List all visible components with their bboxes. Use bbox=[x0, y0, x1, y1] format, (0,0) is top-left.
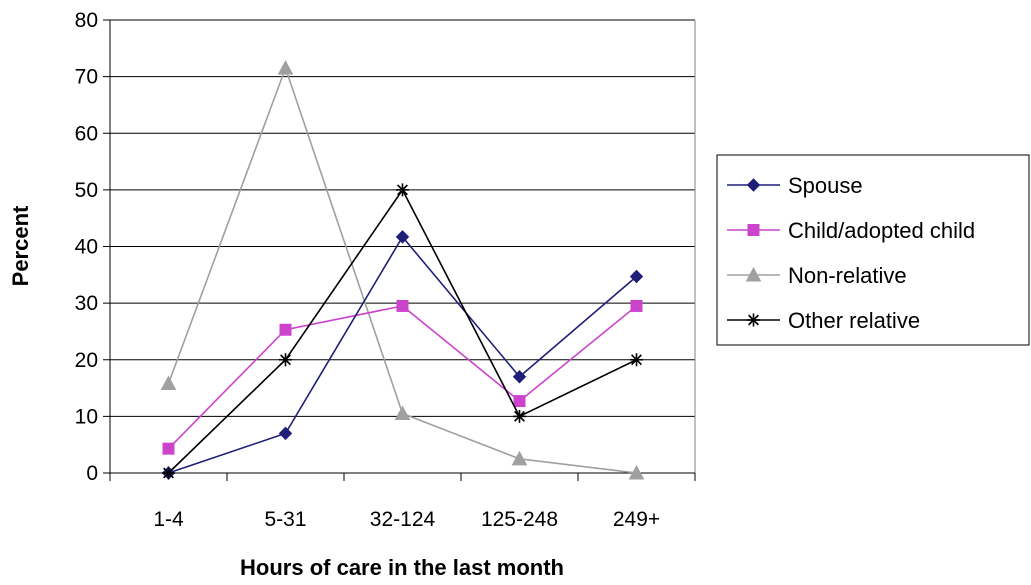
data-point bbox=[396, 183, 409, 197]
data-point bbox=[628, 464, 645, 480]
data-point bbox=[396, 299, 409, 312]
legend-item: Other relative bbox=[727, 308, 920, 333]
legend-box bbox=[716, 154, 1030, 346]
data-point bbox=[513, 395, 526, 408]
data-point bbox=[277, 60, 294, 75]
series-child-adopted-child bbox=[162, 299, 643, 455]
data-point bbox=[279, 323, 292, 336]
data-point bbox=[630, 353, 643, 367]
gridlines bbox=[110, 19, 695, 417]
series-other-relative bbox=[162, 183, 643, 480]
data-point bbox=[395, 230, 410, 244]
axes bbox=[103, 19, 696, 481]
y-tick-label: 30 bbox=[75, 292, 98, 315]
legend-marker bbox=[747, 313, 760, 327]
y-axis-title: Percent bbox=[8, 205, 33, 286]
y-tick-label: 0 bbox=[86, 462, 98, 485]
series-non-relative bbox=[160, 60, 645, 480]
x-tick-label: 249+ bbox=[613, 508, 660, 531]
data-point bbox=[513, 409, 526, 423]
data-point bbox=[162, 442, 175, 455]
legend-marker bbox=[745, 266, 762, 282]
x-axis-title: Hours of care in the last month bbox=[240, 555, 564, 580]
legend-label: Spouse bbox=[788, 173, 863, 198]
y-tick-label: 40 bbox=[75, 236, 98, 259]
y-tick-label: 80 bbox=[75, 9, 98, 32]
series-line bbox=[167, 305, 638, 450]
y-tick-label: 50 bbox=[75, 179, 98, 202]
y-tick-label: 70 bbox=[75, 66, 98, 89]
data-point bbox=[278, 426, 293, 441]
data-point bbox=[511, 450, 528, 466]
series-lines bbox=[160, 60, 645, 480]
legend-item: Child/adopted child bbox=[727, 218, 975, 243]
legend-label: Child/adopted child bbox=[788, 218, 975, 243]
data-point bbox=[629, 269, 644, 284]
series-spouse bbox=[161, 230, 644, 480]
data-point bbox=[160, 375, 177, 391]
x-tick-label: 32-124 bbox=[370, 508, 436, 531]
data-point bbox=[279, 353, 292, 367]
data-point bbox=[630, 299, 643, 312]
legend-label: Non-relative bbox=[788, 263, 907, 288]
legend-marker bbox=[747, 224, 760, 236]
legend-label: Other relative bbox=[788, 308, 920, 333]
series-line bbox=[168, 235, 638, 474]
x-tick-labels: 1-4 5-31 32-124 125-248 249+ bbox=[153, 508, 660, 531]
legend: Spouse Child/adopted child Non-relative Oth… bbox=[716, 154, 1030, 346]
y-tick-label: 60 bbox=[75, 122, 98, 145]
legend-marker bbox=[746, 178, 761, 192]
legend-item: Non-relative bbox=[727, 263, 907, 288]
legend-item: Spouse bbox=[727, 173, 863, 198]
x-tick-label: 5-31 bbox=[264, 508, 306, 531]
data-point bbox=[162, 466, 175, 480]
x-tick-label: 125-248 bbox=[481, 508, 558, 531]
y-tick-labels: 0 10 20 30 40 50 60 70 80 bbox=[75, 9, 98, 485]
x-tick-label: 1-4 bbox=[153, 508, 184, 531]
y-tick-label: 20 bbox=[75, 349, 98, 372]
data-point bbox=[394, 405, 411, 421]
y-tick-label: 10 bbox=[75, 405, 98, 428]
data-point bbox=[512, 370, 527, 384]
